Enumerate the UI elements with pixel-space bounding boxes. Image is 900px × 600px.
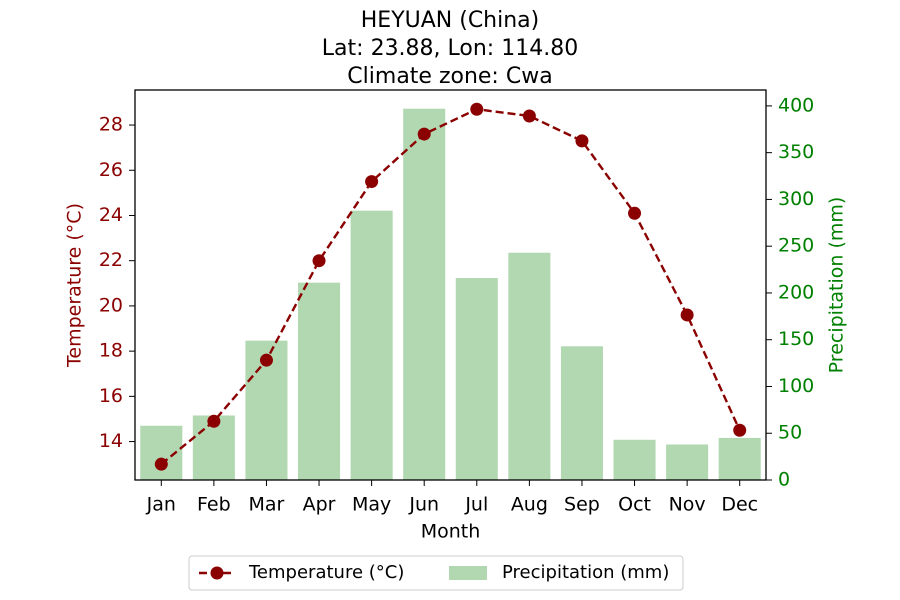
y-right-tick-label: 0 <box>778 469 790 491</box>
y-right-tick-label: 400 <box>778 94 814 116</box>
temperature-point <box>365 175 378 188</box>
x-tick-label: Aug <box>511 494 548 516</box>
x-tick-label: Dec <box>721 494 758 516</box>
precipitation-bar <box>403 109 445 480</box>
title-line: Lat: 23.88, Lon: 114.80 <box>322 36 578 61</box>
title-line: Climate zone: Cwa <box>347 64 552 89</box>
y-axis-left: 14 16 18 20 22 24 26 28 Temperature (°C) <box>64 114 136 453</box>
temperature-point <box>575 134 588 147</box>
y-right-axis-label: Precipitation (mm) <box>826 197 848 374</box>
precipitation-bars <box>140 109 760 480</box>
temperature-line <box>155 103 746 471</box>
title-line: HEYUAN (China) <box>361 8 540 33</box>
x-tick-label: Jul <box>464 494 488 516</box>
y-right-tick-label: 250 <box>778 235 814 257</box>
y-left-tick-label: 28 <box>99 114 123 136</box>
precipitation-bar <box>666 444 708 480</box>
temperature-point <box>681 308 694 321</box>
temperature-point <box>155 458 168 471</box>
y-left-tick-label: 26 <box>99 159 123 181</box>
precipitation-bar <box>298 283 340 480</box>
x-tick-label: May <box>352 494 391 516</box>
legend: Temperature (°C) Precipitation (mm) <box>189 556 683 590</box>
temperature-point <box>628 207 641 220</box>
x-tick-label: Apr <box>303 494 336 516</box>
x-tick-label: Nov <box>669 494 706 516</box>
y-right-tick-label: 100 <box>778 375 814 397</box>
legend-precipitation-swatch <box>449 566 487 580</box>
y-right-tick-label: 150 <box>778 328 814 350</box>
chart-title: HEYUAN (China) Lat: 23.88, Lon: 114.80 Cli… <box>322 8 578 89</box>
precipitation-bar <box>719 438 761 480</box>
precipitation-bar <box>614 440 656 480</box>
y-right-tick-label: 50 <box>778 422 802 444</box>
x-tick-label: Feb <box>197 494 231 516</box>
x-tick-label: Oct <box>618 494 651 516</box>
x-tick-label: Jan <box>146 494 176 516</box>
legend-temperature-label: Temperature (°C) <box>248 562 404 583</box>
legend-temperature-marker <box>211 567 224 580</box>
y-left-tick-label: 16 <box>99 385 123 407</box>
temperature-point <box>418 128 431 141</box>
x-tick-label: Jun <box>408 494 439 516</box>
temperature-point <box>207 415 220 428</box>
x-tick-label: Mar <box>249 494 285 516</box>
y-left-axis-label: Temperature (°C) <box>64 203 86 368</box>
y-right-tick-label: 200 <box>778 281 814 303</box>
y-left-tick-label: 18 <box>99 340 123 362</box>
x-tick-label: Sep <box>564 494 600 516</box>
y-right-tick-label: 350 <box>778 141 814 163</box>
y-right-tick-label: 300 <box>778 188 814 210</box>
precipitation-bar <box>351 211 393 480</box>
temperature-point <box>313 254 326 267</box>
y-left-tick-label: 20 <box>99 294 123 316</box>
x-axis-label: Month <box>421 521 481 543</box>
temperature-point <box>470 103 483 116</box>
y-axis-right: 0 50 100 150 200 250 300 350 400 Precipitation (m… <box>766 94 848 490</box>
x-axis: Jan Feb Mar Apr May Jun Jul Aug Sep Oct Nov Dec Mont… <box>146 480 758 543</box>
temperature-point <box>523 110 536 123</box>
precipitation-bar <box>456 278 498 480</box>
precipitation-bar <box>508 253 550 480</box>
precipitation-bar <box>561 346 603 480</box>
legend-precipitation-label: Precipitation (mm) <box>502 562 669 583</box>
y-left-tick-label: 22 <box>99 249 123 271</box>
y-left-tick-label: 14 <box>99 430 123 452</box>
temperature-point <box>260 354 273 367</box>
y-left-tick-label: 24 <box>99 204 123 226</box>
temperature-point <box>733 424 746 437</box>
